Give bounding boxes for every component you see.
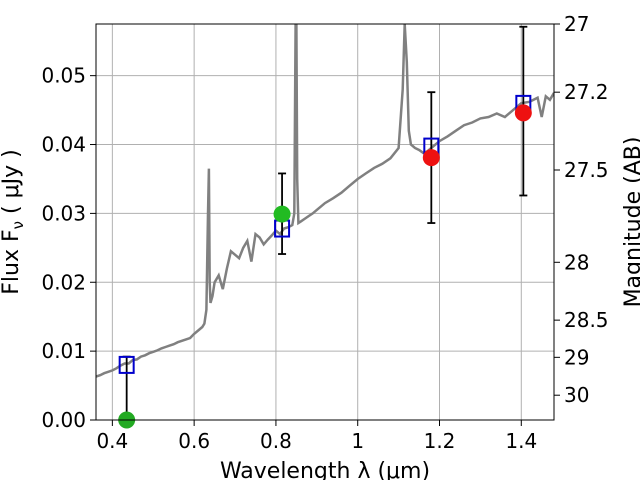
x-tick-label-1: 0.6 <box>178 429 210 453</box>
y-axis-title-sub: ν <box>9 221 27 229</box>
y2-tick-label-0: 27 <box>564 12 589 36</box>
y-tick-label-1: 0.01 <box>41 339 86 363</box>
x-tick-label-3: 1 <box>351 429 364 453</box>
y2-axis-ticks: 27 27.2 27.5 28 28.5 29 30 <box>554 12 609 407</box>
y-axis-title-unit: ( μJy ) <box>0 149 24 221</box>
plot-frame <box>95 23 555 421</box>
observed-point-1 <box>273 205 291 223</box>
x-axis-title: Wavelength λ (μm) <box>220 459 430 480</box>
y-tick-label-4: 0.04 <box>41 133 86 157</box>
x-tick-label-5: 1.4 <box>505 429 537 453</box>
y2-axis-title: Magnitude (AB) <box>621 137 640 308</box>
y2-tick-label-1: 27.2 <box>564 80 609 104</box>
observed-point-3 <box>514 104 532 122</box>
observed-point-2 <box>422 149 440 167</box>
x-axis-ticks: 0.4 0.6 0.8 1 1.2 1.4 <box>96 420 537 453</box>
y-tick-label-3: 0.03 <box>41 201 86 225</box>
y-tick-label-0: 0.00 <box>41 408 86 432</box>
x-tick-label-2: 0.8 <box>260 429 292 453</box>
x-tick-label-4: 1.2 <box>424 429 456 453</box>
model-points <box>118 94 532 374</box>
sed-model-line <box>96 24 554 378</box>
y2-tick-label-3: 28 <box>564 250 589 274</box>
y2-tick-label-4: 28.5 <box>564 308 609 332</box>
y2-tick-label-5: 29 <box>564 345 589 369</box>
y-axis-ticks: 0.00 0.01 0.02 0.03 0.04 0.05 <box>41 64 96 432</box>
observed-points <box>118 104 532 429</box>
y-tick-label-2: 0.02 <box>41 270 86 294</box>
y-tick-label-5: 0.05 <box>41 64 86 88</box>
y-axis-title: Flux Fν ( μJy ) <box>0 149 27 294</box>
y-axis-title-main: Flux F <box>0 229 24 294</box>
errorbars <box>122 25 528 420</box>
y2-tick-label-2: 27.5 <box>564 158 609 182</box>
x-tick-label-0: 0.4 <box>96 429 128 453</box>
model-point-0 <box>118 355 135 374</box>
grid <box>96 24 554 421</box>
y2-tick-label-6: 30 <box>564 383 589 407</box>
